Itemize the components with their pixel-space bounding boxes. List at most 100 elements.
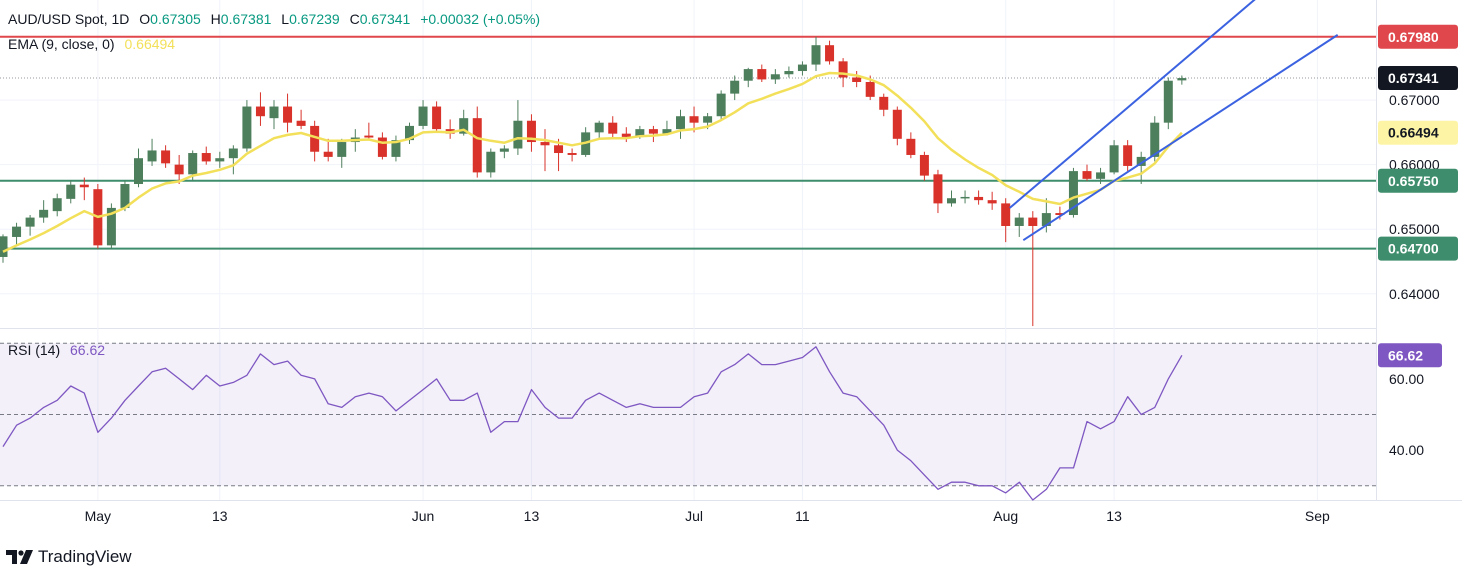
low-value: L0.67239 [281,11,340,27]
time-tick-label-7: 13 [1106,508,1122,524]
change-value: +0.00032 (+0.05%) [420,11,541,27]
time-axis[interactable]: May 13 Jun 13 Jul 11 Aug 13 Sep [85,508,1330,524]
ema-tag-label: 0.66494 [1388,125,1439,141]
candle-38 [513,100,523,155]
time-tick-label-3: 13 [524,508,540,524]
ema-tag-bg [1378,120,1458,145]
candle-12 [161,145,171,168]
candle-body-31 [418,106,428,126]
price-tick-label-0: 0.67000 [1389,92,1440,108]
candle-body-17 [228,148,238,159]
ema-line [2,71,1183,253]
candle-19 [255,92,265,126]
support-1-tag: 0.65750 [1378,168,1458,193]
candle-body-45 [608,122,618,134]
high-value: H0.67381 [210,11,272,27]
candle-81 [1096,167,1106,185]
price-tick-label-1: 0.66000 [1389,157,1440,173]
candle-70 [947,190,956,207]
candle-body-62 [838,61,848,78]
candle-48 [648,125,658,143]
candle-69 [933,169,943,214]
candle-29 [391,135,401,162]
candle-body-66 [892,109,902,139]
candle-body-68 [919,154,929,176]
candle-body-75 [1014,217,1024,226]
candle-79 [1068,167,1078,218]
candle-60 [811,36,821,72]
candle-body-84 [1136,156,1146,166]
channel-lower [1022,34,1339,242]
symbol-legend: AUD/USD Spot, 1D O0.67305 H0.67381 L0.67… [8,11,546,27]
time-tick-label-4: Jul [685,508,703,524]
candle-87 [1177,75,1187,85]
candle-77 [1041,198,1051,233]
candle-13 [174,154,184,185]
brand[interactable]: TradingView [6,547,132,567]
candle-body-16 [215,158,225,162]
candle-body-13 [174,164,184,175]
candle-body-27 [364,135,374,138]
candle-74 [1001,198,1011,243]
candle-body-77 [1041,213,1051,226]
ema-legend[interactable]: EMA (9, close, 0) 0.66494 [8,36,181,52]
candle-18 [242,100,252,152]
candle-41 [554,138,564,172]
candle-body-35 [472,118,482,173]
candle-82 [1109,140,1119,175]
candle-44 [594,120,604,139]
horizontal-levels [0,35,1376,250]
rsi-tick-label-1: 40.00 [1389,442,1424,458]
candle-body-32 [432,106,442,130]
time-tick-label-0: May [85,508,111,524]
candle-61 [825,40,835,65]
candle-3 [39,200,49,223]
candle-42 [567,148,577,162]
candle-body-12 [161,150,171,164]
candle-37 [499,145,509,159]
candle-80 [1082,164,1092,181]
time-tick-label-1: 13 [212,508,228,524]
candle-body-18 [242,106,252,149]
candle-body-63 [852,77,862,82]
candle-46 [621,127,631,143]
resistance-tag-bg [1378,24,1458,49]
candle-67 [906,132,916,159]
price-axis[interactable]: 0.67000 0.66000 0.65000 0.64000 60.00 40.00 [1389,92,1440,458]
candle-body-1 [12,226,22,237]
candle-body-0 [0,236,8,257]
candle-25 [337,138,347,168]
candle-31 [418,100,428,130]
candle-body-34 [459,118,469,134]
candle-20 [269,100,279,130]
candle-body-9 [120,184,130,208]
candle-body-73 [987,200,997,204]
candle-body-57 [770,74,780,80]
candle-57 [770,69,780,84]
candle-body-70 [947,198,956,204]
rsi-legend[interactable]: RSI (14) 66.62 [8,342,111,358]
rsi-line [2,346,1183,501]
candle-body-19 [255,106,265,117]
candle-33 [445,119,455,139]
candle-58 [784,66,794,78]
candle-body-6 [79,184,89,188]
candle-22 [296,109,306,130]
price-tick-label-2: 0.65000 [1389,221,1440,237]
candle-36 [486,148,496,178]
candle-body-42 [567,153,577,155]
candle-body-71 [960,196,970,199]
candle-body-54 [730,80,740,94]
candle-body-37 [499,148,509,152]
candle-27 [364,122,374,139]
candle-body-53 [716,93,726,117]
candle-body-76 [1028,217,1038,226]
candle-75 [1014,213,1024,237]
candle-body-51 [689,116,699,123]
candle-63 [852,71,862,88]
candle-76 [1028,211,1038,327]
candle-24 [323,138,333,162]
candle-body-41 [554,145,564,154]
candle-body-8 [106,207,116,246]
candle-body-22 [296,120,306,126]
